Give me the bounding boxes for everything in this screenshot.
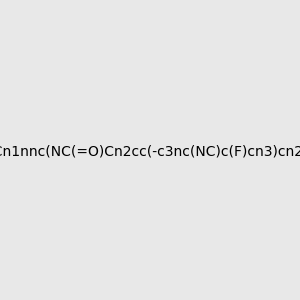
Text: CCn1nnc(NC(=O)Cn2cc(-c3nc(NC)c(F)cn3)cn2)c1: CCn1nnc(NC(=O)Cn2cc(-c3nc(NC)c(F)cn3)cn2…: [0, 145, 300, 158]
